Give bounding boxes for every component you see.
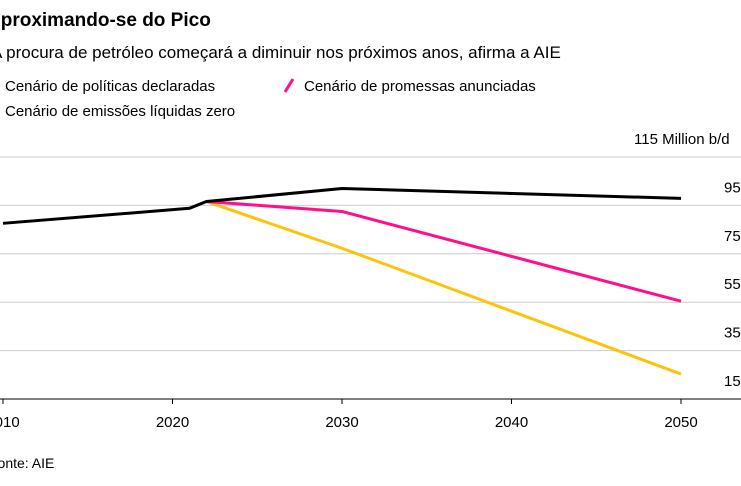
x-tick-label: 2020 bbox=[156, 414, 189, 431]
y-tick-label: 95 bbox=[724, 179, 741, 196]
y-tick-label: 75 bbox=[724, 228, 741, 245]
legend-label: Cenário de emissões líquidas zero bbox=[5, 103, 235, 120]
x-tick-label: 2050 bbox=[664, 414, 697, 431]
x-tick-label: 2030 bbox=[325, 414, 358, 431]
legend-label: Cenário de promessas anunciadas bbox=[304, 78, 536, 95]
legend-label: Cenário de políticas declaradas bbox=[5, 78, 215, 95]
series-line bbox=[2, 186, 682, 225]
y-tick-label: 35 bbox=[724, 325, 741, 342]
y-tick-label: 55 bbox=[724, 276, 741, 293]
series-line bbox=[205, 200, 682, 376]
x-tick-label: 2040 bbox=[495, 414, 528, 431]
y-tick-label: 115 Million b/d bbox=[634, 131, 730, 148]
series-line bbox=[206, 200, 682, 303]
source: Fonte: AIE bbox=[0, 455, 54, 471]
y-tick-label: 15 bbox=[724, 373, 741, 390]
legend-swatch bbox=[283, 78, 295, 93]
chart-title: Aproximando-se do Pico bbox=[0, 10, 211, 31]
x-tick-label: 2010 bbox=[0, 414, 20, 431]
chart-subtitle: A procura de petróleo começará a diminui… bbox=[0, 43, 561, 62]
